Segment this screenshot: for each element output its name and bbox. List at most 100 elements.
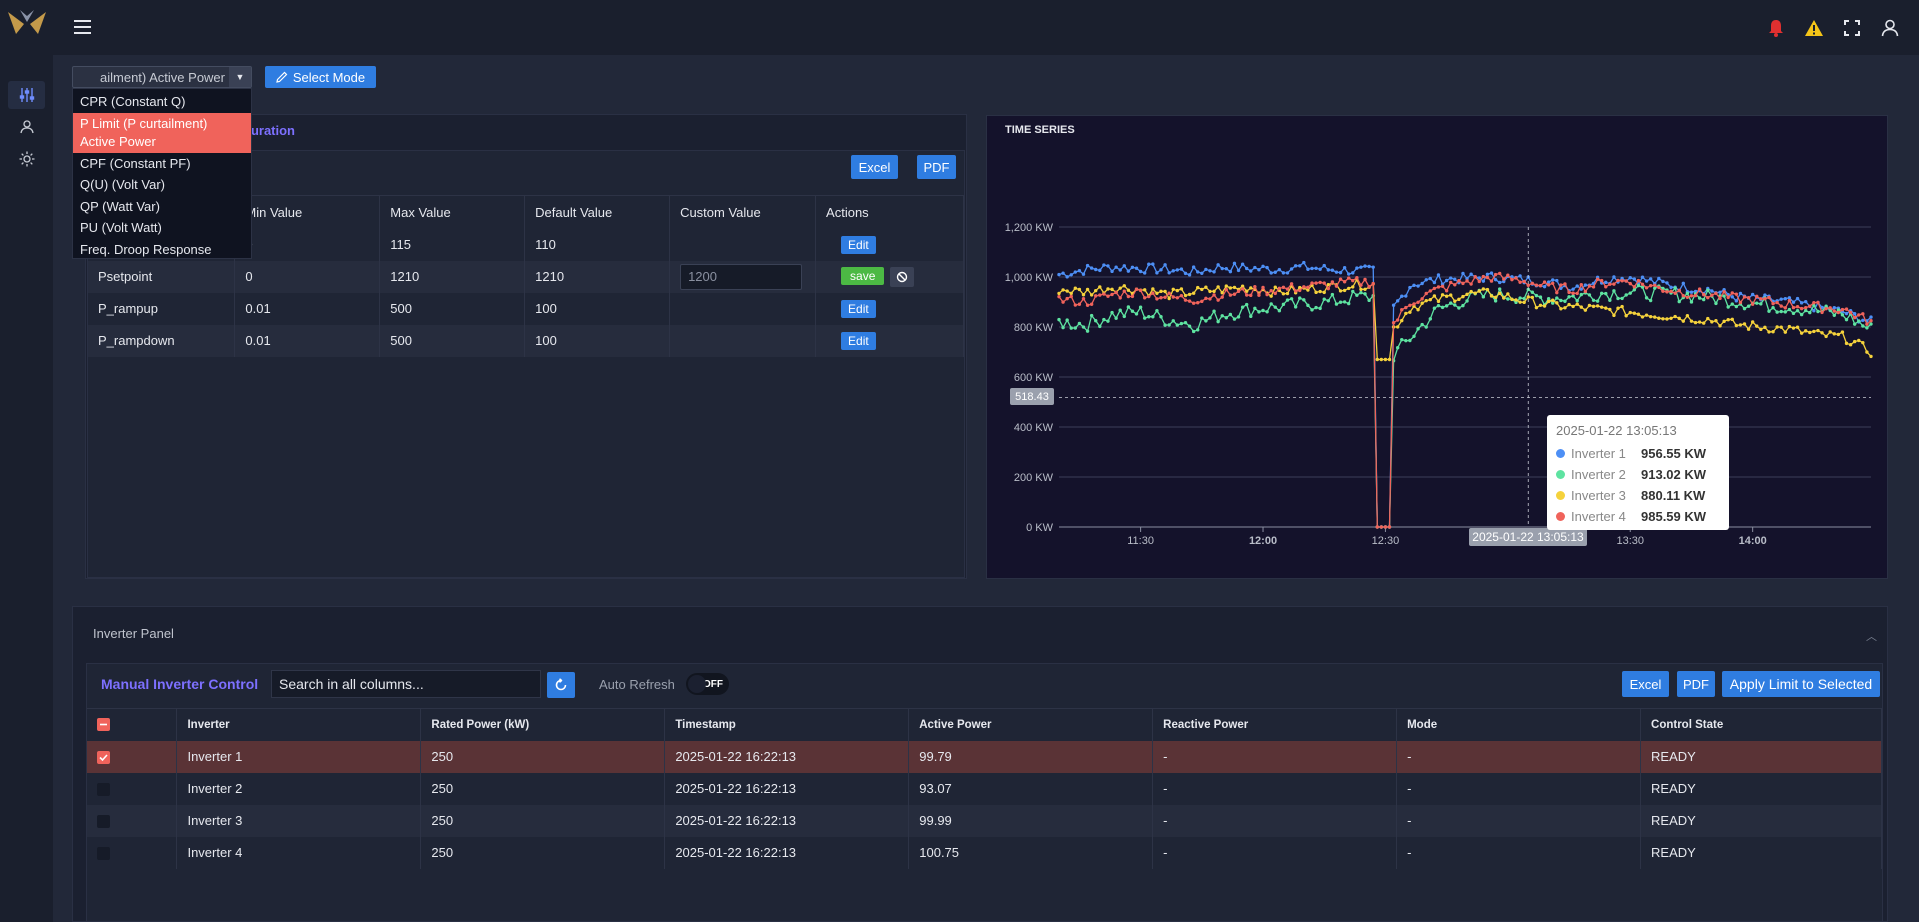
data-point — [1196, 285, 1200, 290]
data-point — [1253, 306, 1257, 311]
col-header-timestamp[interactable]: Timestamp — [664, 708, 910, 741]
col-header-mode[interactable]: Mode — [1396, 708, 1642, 741]
user-icon[interactable] — [8, 113, 45, 141]
bell-icon[interactable] — [1765, 17, 1787, 39]
data-point — [1224, 316, 1228, 320]
row-checkbox[interactable] — [87, 740, 178, 773]
apply-limit-button[interactable]: Apply Limit to Selected — [1722, 671, 1880, 697]
data-point — [1167, 291, 1171, 295]
data-point — [1130, 294, 1135, 299]
data-point — [1326, 286, 1331, 291]
chevron-down-icon[interactable]: ▼ — [229, 67, 251, 87]
edit-button[interactable]: Edit — [841, 331, 876, 350]
save-button[interactable]: save — [841, 266, 885, 285]
data-point — [1685, 291, 1690, 296]
auto-refresh-label: Auto Refresh — [599, 677, 675, 692]
data-point — [1530, 295, 1535, 300]
data-point — [1302, 260, 1306, 265]
data-point — [1142, 288, 1147, 292]
col-header-control-state[interactable]: Control State — [1640, 708, 1882, 741]
data-point — [1114, 316, 1118, 320]
cancel-icon[interactable] — [890, 266, 915, 287]
data-point — [1612, 313, 1616, 318]
data-point — [1110, 287, 1114, 292]
user-icon[interactable] — [1879, 17, 1901, 39]
logo-icon[interactable] — [6, 8, 48, 38]
data-point — [1298, 288, 1302, 293]
dropdown-option-selected[interactable]: P Limit (P curtailment) Active Power — [73, 112, 251, 153]
dropdown-option[interactable]: CPR (Constant Q) — [80, 94, 186, 110]
mode-select[interactable]: ailment) Active Power ▼ — [72, 66, 252, 88]
data-point — [1449, 276, 1453, 280]
row-checkbox[interactable] — [87, 772, 178, 805]
data-point — [1432, 280, 1437, 285]
config-pdf-button[interactable]: PDF — [917, 155, 956, 179]
hamburger-icon[interactable] — [74, 20, 91, 34]
refresh-icon — [555, 678, 567, 691]
default-value: 110 — [524, 228, 671, 261]
time-series-chart[interactable]: 0 KW 200 KW 400 KW 600 KW 800 KW 1,000 KW 1,20… — [986, 115, 1888, 579]
sliders-icon[interactable] — [8, 81, 45, 109]
mode: - — [1396, 804, 1642, 837]
data-point — [1832, 332, 1836, 336]
data-point — [1289, 282, 1294, 286]
config-excel-button[interactable]: Excel — [851, 155, 898, 179]
edit-button[interactable]: Edit — [841, 235, 876, 254]
dropdown-option[interactable]: CPF (Constant PF) — [80, 155, 191, 171]
data-point — [1746, 296, 1751, 300]
data-point — [1183, 298, 1188, 302]
edit-button[interactable]: Edit — [841, 299, 876, 318]
default-value: 100 — [524, 292, 671, 325]
sun-icon[interactable] — [8, 145, 45, 173]
table-row[interactable]: Inverter 1 250 2025-01-22 16:22:13 99.79… — [87, 740, 1882, 773]
table-row[interactable]: Inverter 4 250 2025-01-22 16:22:13 100.7… — [87, 836, 1882, 869]
inverter-pdf-button[interactable]: PDF — [1677, 671, 1715, 697]
data-point — [1110, 310, 1114, 315]
series-line — [1058, 272, 1872, 528]
warning-icon[interactable] — [1803, 17, 1825, 39]
data-point — [1702, 321, 1706, 325]
select-mode-button[interactable]: Select Mode — [265, 66, 376, 88]
inverter-excel-button[interactable]: Excel — [1622, 671, 1669, 697]
data-point — [1506, 297, 1510, 301]
row-checkbox[interactable] — [87, 804, 178, 837]
tooltip-row: Inverter 1 956.55 KW — [1556, 443, 1720, 464]
table-row[interactable]: Inverter 3 250 2025-01-22 16:22:13 99.99… — [87, 804, 1882, 837]
data-point — [1285, 271, 1290, 275]
chevron-up-icon[interactable]: ︿ — [1866, 631, 1877, 643]
col-header-active-power[interactable]: Active Power — [908, 708, 1154, 741]
data-point — [1726, 295, 1730, 300]
data-point — [1775, 300, 1779, 305]
data-point — [1330, 292, 1335, 297]
data-point — [1167, 323, 1171, 327]
dropdown-option[interactable]: QP (Watt Var) — [80, 198, 160, 214]
data-point — [1334, 270, 1339, 274]
data-point — [1575, 302, 1579, 306]
dropdown-option[interactable]: PU (Volt Watt) — [80, 220, 162, 236]
custom-value-input[interactable]: 1200 — [680, 263, 803, 290]
data-point — [1200, 299, 1204, 304]
data-point — [1289, 297, 1294, 301]
dropdown-option[interactable]: Freq. Droop Response — [80, 241, 212, 257]
data-point — [1167, 271, 1171, 275]
data-point — [1636, 312, 1641, 316]
col-header-reactive-power[interactable]: Reactive Power — [1152, 708, 1398, 741]
actions: Edit — [815, 228, 964, 261]
select-all-checkbox[interactable] — [87, 708, 178, 741]
data-point — [1477, 276, 1481, 280]
auto-refresh-toggle[interactable]: OFF — [686, 673, 729, 695]
row-checkbox[interactable] — [87, 836, 178, 869]
search-input[interactable]: Search in all columns... — [271, 670, 541, 698]
table-row[interactable]: Inverter 2 250 2025-01-22 16:22:13 93.07… — [87, 772, 1882, 805]
refresh-button[interactable] — [547, 672, 575, 698]
fullscreen-icon[interactable] — [1841, 17, 1863, 39]
data-point — [1616, 306, 1620, 310]
data-point — [1457, 279, 1461, 283]
data-point — [1832, 306, 1836, 310]
col-header-inverter[interactable]: Inverter — [176, 708, 422, 741]
data-point — [1791, 300, 1796, 304]
legend-dot — [1556, 449, 1565, 458]
dropdown-option[interactable]: Q(U) (Volt Var) — [80, 177, 165, 193]
col-header-rated-power[interactable]: Rated Power (kW) — [420, 708, 666, 741]
data-point — [1489, 294, 1494, 298]
